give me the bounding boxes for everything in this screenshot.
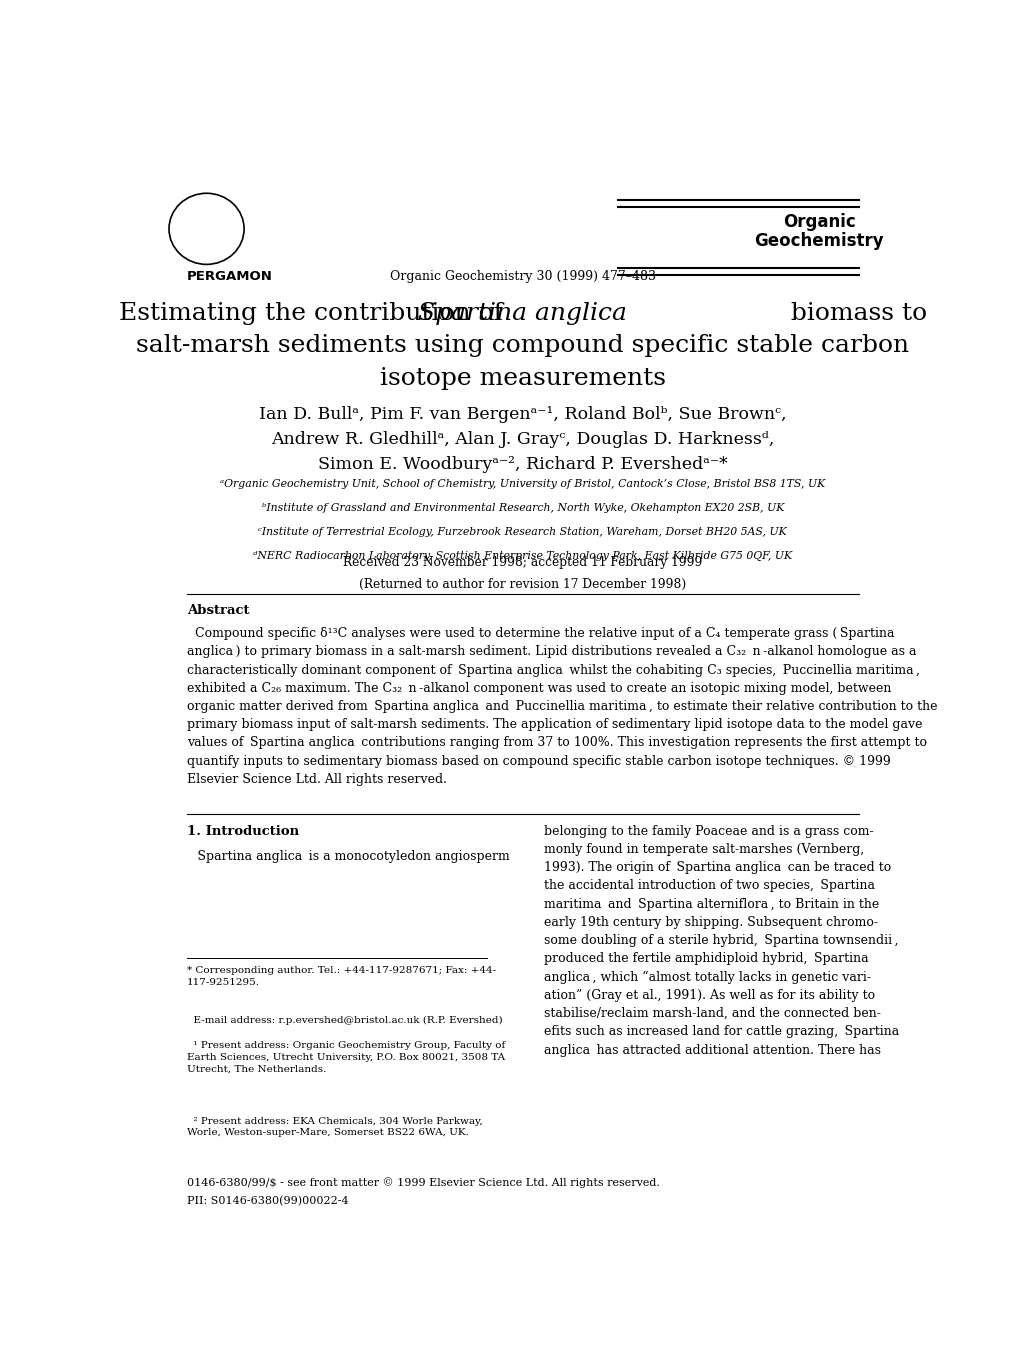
Text: 1. Introduction: 1. Introduction [186, 824, 299, 838]
Text: Organic Geochemistry 30 (1999) 477–483: Organic Geochemistry 30 (1999) 477–483 [389, 270, 655, 282]
Text: ☺: ☺ [194, 217, 219, 240]
Text: Abstract: Abstract [186, 604, 249, 618]
Text: Spartina anglica  is a monocotyledon angiosperm: Spartina anglica is a monocotyledon angi… [186, 850, 510, 862]
Text: Ian D. Bullᵃ, Pim F. van Bergenᵃ⁻¹, Roland Bolᵇ, Sue Brownᶜ,: Ian D. Bullᵃ, Pim F. van Bergenᵃ⁻¹, Rola… [259, 406, 786, 422]
Text: Spartina anglica: Spartina anglica [418, 301, 627, 325]
Text: 0146-6380/99/$ - see front matter © 1999 Elsevier Science Ltd. All rights reserv: 0146-6380/99/$ - see front matter © 1999… [186, 1177, 659, 1188]
Text: Geochemistry: Geochemistry [754, 232, 883, 250]
Text: PERGAMON: PERGAMON [186, 270, 272, 282]
Text: Received 23 November 1998; accepted 11 February 1999: Received 23 November 1998; accepted 11 F… [342, 557, 702, 569]
Text: isotope measurements: isotope measurements [379, 367, 665, 390]
Text: E-mail address: r.p.evershed@bristol.ac.uk (R.P. Evershed): E-mail address: r.p.evershed@bristol.ac.… [186, 1016, 502, 1025]
Text: belonging to the family Poaceae and is a grass com-
monly found in temperate sal: belonging to the family Poaceae and is a… [543, 824, 899, 1057]
Text: ¹ Present address: Organic Geochemistry Group, Faculty of
Earth Sciences, Utrech: ¹ Present address: Organic Geochemistry … [186, 1042, 504, 1074]
Text: PII: S0146-6380(99)00022-4: PII: S0146-6380(99)00022-4 [186, 1196, 348, 1206]
Text: Compound specific δ¹³C analyses were used to determine the relative input of a C: Compound specific δ¹³C analyses were use… [186, 627, 936, 786]
Text: ᵈNERC Radiocarbon Laboratory, Scottish Enterprise Technology Park, East Kilbride: ᵈNERC Radiocarbon Laboratory, Scottish E… [253, 551, 792, 561]
Text: ² Present address: EKA Chemicals, 304 Worle Parkway,
Worle, Weston-super-Mare, S: ² Present address: EKA Chemicals, 304 Wo… [186, 1116, 482, 1138]
Text: Andrew R. Gledhillᵃ, Alan J. Grayᶜ, Douglas D. Harknessᵈ,: Andrew R. Gledhillᵃ, Alan J. Grayᶜ, Doug… [271, 430, 773, 448]
Text: Simon E. Woodburyᵃ⁻², Richard P. Evershedᵃ⁻*: Simon E. Woodburyᵃ⁻², Richard P. Evershe… [318, 456, 727, 473]
Text: ᵇInstitute of Grassland and Environmental Research, North Wyke, Okehampton EX20 : ᵇInstitute of Grassland and Environmenta… [261, 502, 784, 513]
Text: * Corresponding author. Tel.: +44-117-9287671; Fax: +44-
117-9251295.: * Corresponding author. Tel.: +44-117-92… [186, 966, 495, 987]
Text: Estimating the contribution of                                    biomass to: Estimating the contribution of biomass t… [118, 301, 926, 325]
Text: ᶜInstitute of Terrestrial Ecology, Furzebrook Research Station, Wareham, Dorset : ᶜInstitute of Terrestrial Ecology, Furze… [258, 527, 787, 536]
Text: ᵃOrganic Geochemistry Unit, School of Chemistry, University of Bristol, Cantock’: ᵃOrganic Geochemistry Unit, School of Ch… [220, 479, 824, 489]
Text: Organic: Organic [782, 213, 855, 231]
Text: salt-marsh sediments using compound specific stable carbon: salt-marsh sediments using compound spec… [137, 334, 908, 357]
Text: (Returned to author for revision 17 December 1998): (Returned to author for revision 17 Dece… [359, 579, 686, 591]
